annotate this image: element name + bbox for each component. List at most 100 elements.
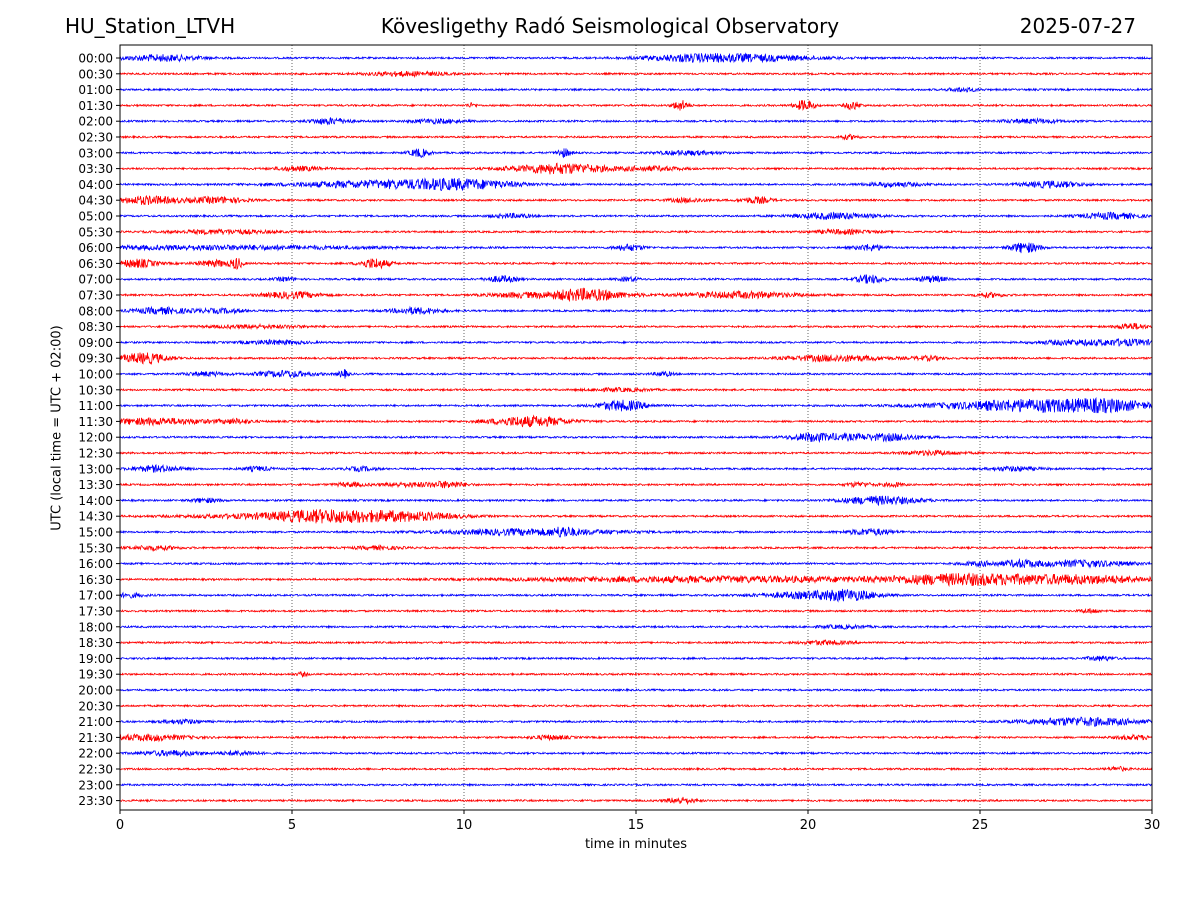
trace-1300	[119, 464, 1153, 473]
chart-title: Kövesligethy Radó Seismological Observat…	[380, 14, 840, 38]
trace-1430	[119, 509, 1153, 524]
x-tick-label-10: 10	[456, 818, 473, 833]
y-tick-label-0030: 00:30	[78, 67, 113, 81]
y-tick-label-0830: 08:30	[78, 320, 113, 334]
trace-0630	[119, 258, 1153, 270]
trace-0930	[119, 352, 1153, 366]
trace-1030	[119, 386, 1153, 393]
trace-2330	[119, 796, 1153, 806]
x-tick-label-30: 30	[1144, 818, 1161, 833]
trace-1130	[119, 414, 1153, 428]
trace-2000	[119, 687, 1153, 693]
trace-1530	[119, 543, 1153, 553]
y-tick-label-2330: 23:30	[78, 794, 113, 808]
trace-1900	[119, 654, 1153, 662]
trace-0100	[119, 86, 1153, 93]
y-tick-label-1600: 16:00	[78, 557, 113, 571]
trace-0600	[119, 242, 1153, 254]
trace-2200	[119, 749, 1153, 758]
trace-0830	[119, 322, 1153, 331]
y-tick-label-0900: 09:00	[78, 336, 113, 350]
y-axis-label: UTC (local time = UTC + 02:00)	[49, 325, 65, 531]
trace-0500	[119, 211, 1153, 221]
y-tick-label-1030: 10:30	[78, 383, 113, 397]
trace-0000	[119, 52, 1153, 64]
x-tick-label-20: 20	[800, 818, 817, 833]
y-tick-label-1300: 13:00	[78, 462, 113, 476]
y-tick-label-1730: 17:30	[78, 605, 113, 619]
x-axis-label: time in minutes	[584, 837, 688, 852]
y-tick-label-1800: 18:00	[78, 620, 113, 634]
trace-1730	[119, 607, 1153, 615]
station-label: HU_Station_LTVH	[65, 14, 236, 38]
y-tick-label-2230: 22:30	[78, 763, 113, 777]
y-tick-label-2100: 21:00	[78, 715, 113, 729]
y-tick-label-0700: 07:00	[78, 273, 113, 287]
y-tick-label-2000: 20:00	[78, 684, 113, 698]
y-tick-label-1630: 16:30	[78, 573, 113, 587]
y-tick-label-0630: 06:30	[78, 257, 113, 271]
y-tick-label-0200: 02:00	[78, 115, 113, 129]
trace-1700	[119, 588, 1153, 603]
trace-1830	[119, 639, 1153, 646]
x-tick-label-15: 15	[628, 818, 645, 833]
y-tick-label-0730: 07:30	[78, 289, 113, 303]
trace-1000	[119, 369, 1153, 379]
trace-2130	[119, 733, 1153, 743]
y-tick-label-2130: 21:30	[78, 731, 113, 745]
trace-0030	[119, 70, 1153, 79]
y-tick-label-1900: 19:00	[78, 652, 113, 666]
x-tick-label-0: 0	[116, 818, 124, 833]
y-tick-label-0430: 04:30	[78, 194, 113, 208]
trace-0900	[119, 338, 1153, 348]
trace-1630	[119, 572, 1153, 587]
trace-1100	[119, 396, 1153, 414]
trace-0530	[119, 227, 1153, 236]
x-tick-label-5: 5	[288, 818, 296, 833]
trace-2230	[119, 765, 1153, 772]
trace-1200	[119, 432, 1153, 443]
trace-layer	[119, 52, 1153, 806]
trace-0430	[119, 195, 1153, 206]
trace-0730	[119, 287, 1153, 303]
y-tick-label-1130: 11:30	[78, 415, 113, 429]
y-tick-label-0130: 01:30	[78, 99, 113, 113]
x-tick-label-25: 25	[972, 818, 989, 833]
y-tick-label-1500: 15:00	[78, 526, 113, 540]
y-tick-label-1230: 12:30	[78, 447, 113, 461]
trace-1600	[119, 557, 1153, 569]
y-tick-label-0300: 03:00	[78, 146, 113, 160]
trace-0200	[119, 117, 1153, 126]
y-tick-label-0530: 05:30	[78, 225, 113, 239]
y-tick-label-1000: 10:00	[78, 368, 113, 382]
y-tick-label-1400: 14:00	[78, 494, 113, 508]
trace-1400	[119, 495, 1153, 507]
trace-0300	[119, 148, 1153, 159]
y-tick-label-0400: 04:00	[78, 178, 113, 192]
y-tick-label-0800: 08:00	[78, 304, 113, 318]
trace-1330	[119, 480, 1153, 489]
y-tick-label-2200: 22:00	[78, 747, 113, 761]
trace-0800	[119, 305, 1153, 316]
trace-1230	[119, 448, 1153, 457]
y-tick-label-1700: 17:00	[78, 589, 113, 603]
y-tick-label-0100: 01:00	[78, 83, 113, 97]
y-tick-label-1930: 19:30	[78, 668, 113, 682]
trace-2100	[119, 716, 1153, 727]
trace-1800	[119, 623, 1153, 630]
trace-0130	[119, 100, 1153, 112]
trace-0400	[119, 177, 1153, 191]
y-tick-label-1830: 18:30	[78, 636, 113, 650]
trace-1500	[119, 526, 1153, 538]
y-tick-label-1330: 13:30	[78, 478, 113, 492]
y-tick-label-0930: 09:30	[78, 352, 113, 366]
y-tick-label-1100: 11:00	[78, 399, 113, 413]
trace-1930	[119, 671, 1153, 679]
y-tick-label-0230: 02:30	[78, 131, 113, 145]
y-tick-label-2300: 23:00	[78, 778, 113, 792]
y-tick-label-0600: 06:00	[78, 241, 113, 255]
y-tick-label-0330: 03:30	[78, 162, 113, 176]
